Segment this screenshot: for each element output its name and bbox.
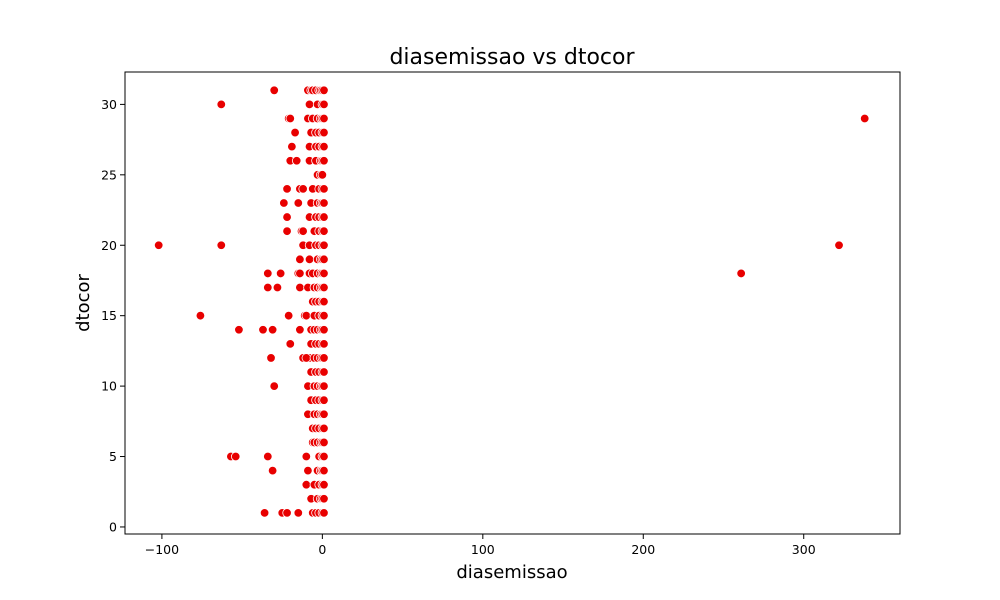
y-tick-label: 25 xyxy=(101,167,117,182)
data-point xyxy=(319,127,329,138)
data-point xyxy=(282,212,292,222)
data-point xyxy=(298,184,308,194)
data-point xyxy=(319,494,329,504)
data-point xyxy=(319,184,329,194)
chart-title: diasemissao vs dtocor xyxy=(389,45,635,70)
data-point xyxy=(282,508,292,518)
data-point xyxy=(736,268,746,279)
data-point xyxy=(266,353,276,363)
data-point xyxy=(319,395,329,405)
data-point xyxy=(295,254,305,265)
x-tick-label: 0 xyxy=(318,542,326,557)
data-point xyxy=(319,296,329,307)
data-point xyxy=(319,310,329,321)
y-tick-label: 0 xyxy=(109,519,117,534)
x-axis-label: diasemissao xyxy=(456,562,567,583)
data-point xyxy=(319,451,329,462)
data-point xyxy=(283,310,294,321)
data-point xyxy=(258,325,268,335)
data-point xyxy=(295,325,305,335)
data-point xyxy=(285,113,295,124)
data-point xyxy=(279,198,289,208)
data-point xyxy=(304,99,315,110)
data-point xyxy=(319,339,329,349)
data-point xyxy=(272,282,283,293)
x-tick-label: 300 xyxy=(792,542,816,557)
data-point xyxy=(195,310,206,321)
data-point xyxy=(319,141,329,152)
data-point xyxy=(275,268,286,279)
data-point xyxy=(319,198,329,208)
data-point xyxy=(269,381,279,391)
x-axis-ticks: −100 0 100 200 300 xyxy=(145,534,816,557)
data-point xyxy=(859,113,870,124)
data-point xyxy=(259,508,270,518)
y-tick-label: 30 xyxy=(101,97,117,112)
data-point xyxy=(282,184,292,194)
data-point xyxy=(319,254,329,265)
x-tick-label: 100 xyxy=(471,542,495,557)
data-point xyxy=(282,226,292,236)
data-point xyxy=(319,99,329,110)
data-point xyxy=(301,480,312,490)
data-point xyxy=(285,339,295,349)
x-tick-label: −100 xyxy=(145,542,179,557)
data-point xyxy=(319,226,329,236)
data-point xyxy=(319,282,329,293)
data-point xyxy=(319,465,329,476)
data-point xyxy=(290,127,300,138)
data-point xyxy=(234,325,244,335)
data-point xyxy=(301,451,312,462)
data-point xyxy=(319,240,329,250)
data-point xyxy=(293,198,303,208)
data-point xyxy=(303,465,313,476)
plot-frame xyxy=(124,71,901,535)
data-point xyxy=(153,240,164,250)
data-point xyxy=(231,451,241,462)
data-point xyxy=(319,353,329,363)
data-point xyxy=(319,325,329,335)
data-point xyxy=(301,310,312,321)
data-point xyxy=(269,85,279,96)
data-point xyxy=(834,240,844,250)
data-point xyxy=(319,212,329,222)
data-point xyxy=(319,85,329,96)
data-point xyxy=(319,508,329,518)
data-point xyxy=(298,226,308,236)
y-axis-label: dtocor xyxy=(73,274,94,332)
data-point xyxy=(293,508,303,518)
y-tick-label: 10 xyxy=(101,379,117,394)
data-point xyxy=(319,423,329,434)
data-point xyxy=(319,156,329,166)
data-point xyxy=(295,268,305,279)
data-point xyxy=(319,367,329,377)
y-tick-label: 20 xyxy=(101,238,117,253)
data-point xyxy=(263,268,273,279)
data-point xyxy=(319,437,329,448)
data-point xyxy=(291,156,302,166)
data-point xyxy=(319,480,329,490)
data-point xyxy=(319,409,329,419)
data-point xyxy=(267,325,278,335)
data-point xyxy=(267,465,278,476)
data-point xyxy=(319,268,329,279)
data-point xyxy=(263,451,273,462)
data-points xyxy=(153,85,870,518)
data-point xyxy=(304,254,315,265)
data-point xyxy=(295,282,305,293)
data-point xyxy=(317,170,328,180)
y-tick-label: 5 xyxy=(109,449,117,464)
data-point xyxy=(319,113,329,124)
data-point xyxy=(216,240,226,250)
data-point xyxy=(287,141,297,152)
data-point xyxy=(263,282,273,293)
y-axis-ticks: 0 5 10 15 20 25 30 xyxy=(101,97,125,534)
y-tick-label: 15 xyxy=(101,308,117,323)
data-point xyxy=(216,99,226,110)
x-tick-label: 200 xyxy=(631,542,655,557)
data-point xyxy=(319,381,329,391)
data-point xyxy=(301,353,312,363)
